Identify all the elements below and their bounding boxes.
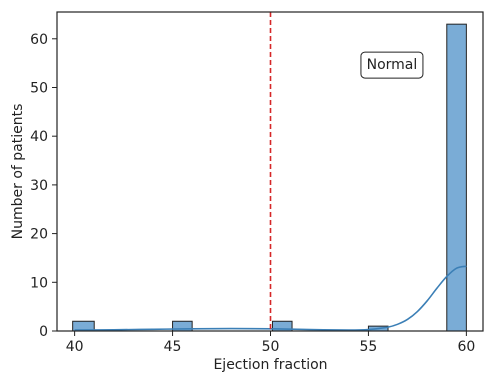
kde-curve: [74, 265, 467, 331]
y-tick-label: 30: [30, 178, 48, 194]
annotation-text: Normal: [367, 57, 418, 73]
x-tick-label: 55: [360, 339, 378, 355]
y-tick-label: 20: [30, 227, 48, 243]
y-tick-label: 10: [30, 275, 48, 291]
y-tick-label: 0: [39, 324, 48, 340]
x-axis-label: Ejection fraction: [213, 357, 327, 373]
x-tick-label: 50: [262, 339, 280, 355]
annotation-box: [360, 51, 424, 79]
y-tick-label: 40: [30, 129, 48, 145]
histogram-bar: [446, 23, 467, 332]
plot-marks: [72, 12, 467, 332]
x-tick-label: 40: [66, 339, 84, 355]
normal-annotation: Normal: [360, 51, 424, 79]
y-tick-label: 50: [30, 80, 48, 96]
y-tick-label: 60: [30, 32, 48, 48]
y-axis-label: Number of patients: [10, 104, 26, 240]
ticks: 40 45 50 55 60 0 10 20 30 40 50 60: [30, 32, 475, 355]
x-tick-label: 45: [164, 339, 182, 355]
x-tick-label: 60: [457, 339, 475, 355]
